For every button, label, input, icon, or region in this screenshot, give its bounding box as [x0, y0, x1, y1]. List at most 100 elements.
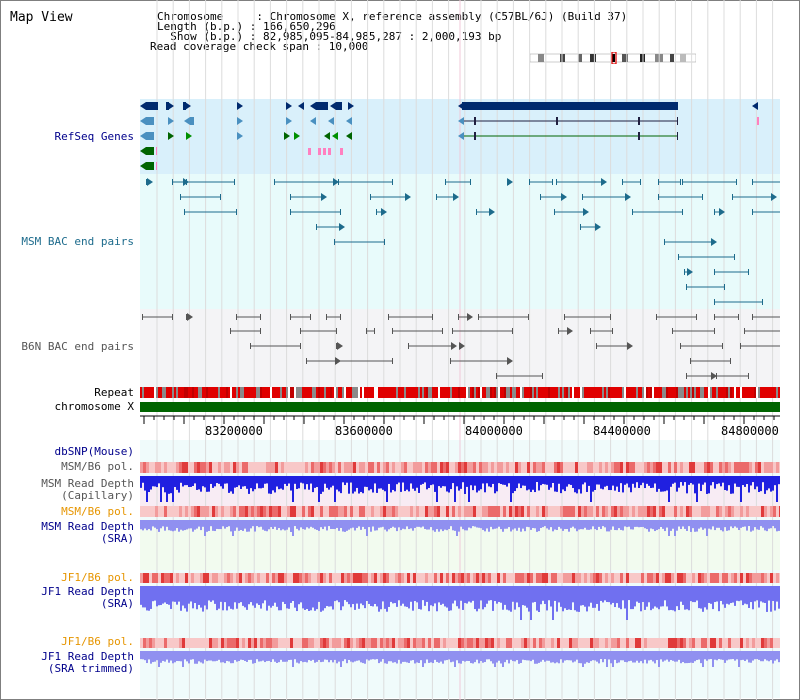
bac-end-pair[interactable]	[290, 193, 327, 201]
bac-end-pair[interactable]	[459, 342, 465, 350]
bac-end-pair[interactable]	[186, 313, 193, 321]
bac-end-pair[interactable]	[590, 328, 613, 334]
refseq-row-3[interactable]	[140, 132, 678, 140]
bac-end-pair[interactable]	[326, 314, 341, 320]
bac-end-pair[interactable]	[338, 179, 393, 185]
bac-end-pair[interactable]	[507, 178, 513, 186]
bac-end-pair[interactable]	[540, 193, 567, 201]
bac-end-pair[interactable]	[672, 328, 715, 334]
bac-end-pair[interactable]	[184, 209, 237, 215]
bac-end-pair[interactable]	[274, 178, 339, 186]
bac-end-pair[interactable]	[740, 343, 780, 349]
bac-end-pair[interactable]	[690, 358, 731, 364]
bac-end-pair[interactable]	[452, 328, 513, 334]
bac-end-pair[interactable]	[306, 357, 341, 365]
bac-end-pair[interactable]	[450, 357, 513, 365]
b6n-bac-track[interactable]	[140, 309, 780, 387]
jf1-read-depth-sra-track[interactable]	[140, 586, 780, 620]
bac-end-pair[interactable]	[186, 179, 235, 185]
bac-end-pair[interactable]	[680, 343, 723, 349]
bac-end-pair[interactable]	[558, 327, 573, 335]
refseq-track[interactable]	[140, 99, 780, 175]
bac-end-pair[interactable]	[336, 358, 393, 364]
bac-end-pair[interactable]	[752, 314, 780, 320]
bac-end-pair[interactable]	[732, 193, 777, 201]
bac-end-pair[interactable]	[445, 179, 471, 185]
bac-end-pair[interactable]	[684, 268, 693, 276]
bac-end-pair[interactable]	[336, 342, 343, 350]
bac-end-pair[interactable]	[496, 373, 543, 379]
bac-end-pair[interactable]	[230, 328, 261, 334]
bac-end-pair[interactable]	[290, 314, 311, 320]
bac-end-pair[interactable]	[582, 193, 631, 201]
bac-end-pair[interactable]	[142, 314, 173, 320]
bac-end-pair[interactable]	[596, 342, 633, 350]
bac-end-pair[interactable]	[686, 284, 725, 290]
label-refseq-genes[interactable]: RefSeq Genes	[54, 130, 134, 143]
bac-end-pair[interactable]	[388, 314, 433, 320]
bac-end-pair[interactable]	[250, 343, 301, 349]
bac-end-pair[interactable]	[564, 314, 611, 320]
bac-end-pair[interactable]	[714, 314, 739, 320]
bac-end-pair[interactable]	[392, 328, 443, 334]
bac-end-pair[interactable]	[529, 179, 553, 185]
bac-end-pair[interactable]	[290, 209, 341, 215]
bac-end-pair[interactable]	[180, 194, 221, 200]
bac-end-pair[interactable]	[366, 328, 375, 334]
bac-end-pair[interactable]	[752, 209, 780, 215]
bac-end-pair[interactable]	[580, 223, 601, 231]
bac-end-pair[interactable]	[744, 328, 780, 334]
label-jf1-depth-sub: (SRA)	[100, 597, 134, 610]
bac-end-pair[interactable]	[300, 328, 337, 334]
jf1-b6-pol-track[interactable]	[140, 573, 780, 583]
bac-end-pair[interactable]	[658, 194, 703, 200]
label-dbsnp[interactable]: dbSNP(Mouse)	[54, 445, 134, 458]
jf1-b6-pol-track-2[interactable]	[140, 638, 780, 648]
axis-tick-label: 84800000	[721, 424, 779, 438]
bac-end-pair[interactable]	[370, 193, 411, 201]
repeat-track[interactable]	[140, 387, 780, 398]
bac-end-pair[interactable]	[714, 299, 763, 305]
axis-tick-label: 83200000	[205, 424, 263, 438]
bac-end-pair[interactable]	[236, 314, 261, 320]
label-msm-depth-sra-sub: (SRA)	[100, 532, 134, 545]
msm-read-depth-capillary-track[interactable]	[140, 476, 780, 502]
bac-end-pair[interactable]	[632, 209, 683, 215]
bac-end-pair[interactable]	[658, 179, 681, 185]
bac-end-pair[interactable]	[316, 223, 345, 231]
label-msm-bac[interactable]: MSM BAC end pairs	[21, 235, 134, 248]
bac-end-pair[interactable]	[664, 238, 717, 246]
refseq-row-2[interactable]	[140, 117, 759, 125]
bac-end-pair[interactable]	[334, 239, 385, 245]
bac-end-pair[interactable]	[476, 208, 495, 216]
bac-end-pair[interactable]	[752, 179, 780, 185]
bac-end-pair[interactable]	[678, 254, 735, 260]
bac-end-pair[interactable]	[556, 178, 607, 186]
msm-bac-track[interactable]	[140, 174, 780, 309]
msm-read-depth-sra-track[interactable]	[140, 520, 780, 536]
bac-end-pair[interactable]	[714, 269, 749, 275]
refseq-row-4[interactable]	[140, 147, 343, 155]
refseq-row-1[interactable]	[140, 102, 758, 110]
bac-end-pair[interactable]	[682, 179, 737, 185]
refseq-row-5[interactable]	[140, 162, 157, 170]
bac-end-pair[interactable]	[458, 313, 473, 321]
bac-end-pair[interactable]	[716, 373, 749, 379]
bac-end-pair[interactable]	[622, 179, 641, 185]
bac-end-pair[interactable]	[554, 208, 589, 216]
bac-end-pair[interactable]	[376, 208, 387, 216]
msm-b6-pol-track-2[interactable]	[140, 506, 780, 517]
bac-end-pair[interactable]	[436, 193, 459, 201]
bac-end-pair[interactable]	[478, 314, 529, 320]
bac-end-pair[interactable]	[146, 178, 153, 186]
bac-end-pair[interactable]	[686, 372, 717, 380]
bac-end-pair[interactable]	[656, 314, 697, 320]
bac-end-pair[interactable]	[408, 342, 457, 350]
page-title: Map View	[10, 10, 73, 25]
chromosome-bar[interactable]	[140, 402, 780, 412]
jf1-read-depth-trimmed-track[interactable]	[140, 651, 780, 667]
bac-end-pair[interactable]	[714, 208, 725, 216]
label-b6n-bac[interactable]: B6N BAC end pairs	[21, 340, 134, 353]
header-length: Length (b.p.) : 166,650,296	[157, 20, 336, 33]
msm-b6-pol-track[interactable]	[140, 462, 780, 473]
